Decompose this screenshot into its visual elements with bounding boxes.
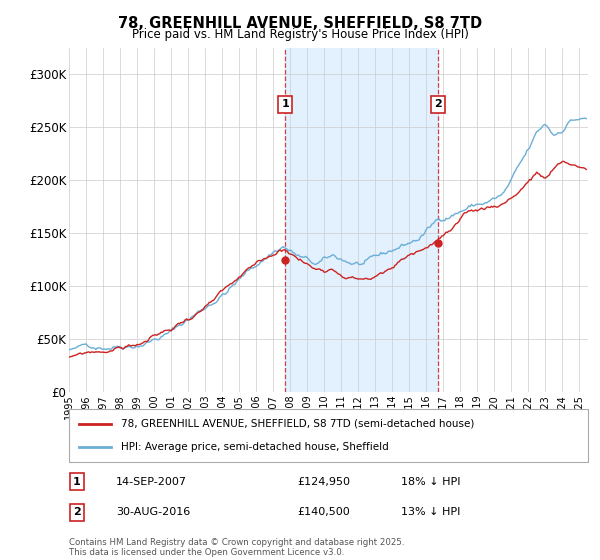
Text: 2: 2	[434, 100, 442, 109]
Text: £140,500: £140,500	[298, 507, 350, 517]
Text: 13% ↓ HPI: 13% ↓ HPI	[401, 507, 461, 517]
Text: 2: 2	[73, 507, 80, 517]
Text: 18% ↓ HPI: 18% ↓ HPI	[401, 477, 461, 487]
Text: Price paid vs. HM Land Registry's House Price Index (HPI): Price paid vs. HM Land Registry's House …	[131, 28, 469, 41]
Text: £124,950: £124,950	[298, 477, 350, 487]
Text: 1: 1	[73, 477, 80, 487]
Text: 78, GREENHILL AVENUE, SHEFFIELD, S8 7TD (semi-detached house): 78, GREENHILL AVENUE, SHEFFIELD, S8 7TD …	[121, 419, 474, 429]
Text: 1: 1	[281, 100, 289, 109]
Text: 30-AUG-2016: 30-AUG-2016	[116, 507, 190, 517]
Bar	[285, 48, 437, 392]
Text: HPI: Average price, semi-detached house, Sheffield: HPI: Average price, semi-detached house,…	[121, 442, 389, 452]
Text: 78, GREENHILL AVENUE, SHEFFIELD, S8 7TD: 78, GREENHILL AVENUE, SHEFFIELD, S8 7TD	[118, 16, 482, 31]
Text: 14-SEP-2007: 14-SEP-2007	[116, 477, 187, 487]
Text: Contains HM Land Registry data © Crown copyright and database right 2025.
This d: Contains HM Land Registry data © Crown c…	[69, 538, 404, 557]
